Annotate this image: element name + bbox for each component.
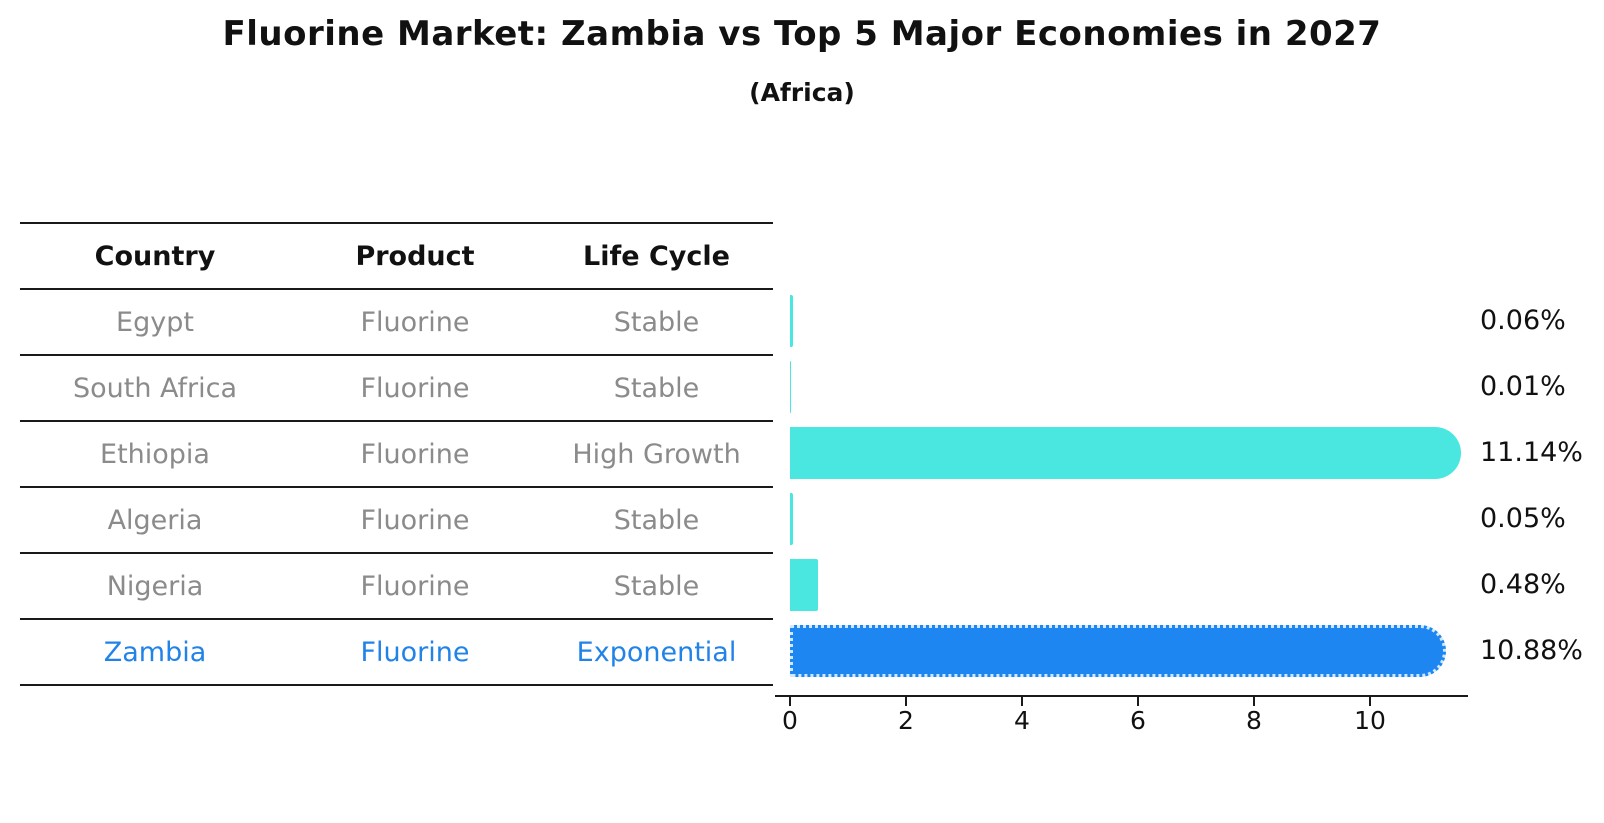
- table-header-product: Product: [355, 240, 475, 272]
- table-row: South Africa Fluorine Stable: [20, 356, 773, 422]
- table-cell-country: Ethiopia: [100, 438, 210, 470]
- bar-value-label: 0.48%: [1480, 569, 1566, 600]
- table-row: Algeria Fluorine Stable: [20, 488, 773, 554]
- bar-south-africa: [790, 361, 791, 413]
- bar-nigeria: [790, 559, 818, 611]
- x-tick-label: 10: [1354, 706, 1386, 735]
- table-cell-product: Fluorine: [360, 438, 470, 470]
- bar-algeria: [790, 493, 793, 545]
- table-cell-product: Fluorine: [360, 636, 470, 668]
- table-cell-product: Fluorine: [360, 504, 470, 536]
- x-axis-line: [775, 695, 1468, 697]
- table-row: Zambia Fluorine Exponential: [20, 620, 773, 686]
- x-tick-mark: [1369, 697, 1371, 706]
- table-header-row: Country Product Life Cycle: [20, 224, 773, 290]
- bar-value-label: 0.06%: [1480, 305, 1566, 336]
- table-cell-life-cycle: High Growth: [572, 438, 741, 470]
- table-cell-country: Zambia: [103, 636, 207, 668]
- table-body: Egypt Fluorine Stable South Africa Fluor…: [20, 290, 773, 686]
- market-table: Country Product Life Cycle Egypt Fluorin…: [20, 222, 773, 686]
- x-tick-mark: [789, 697, 791, 706]
- table-cell-country: Algeria: [107, 504, 203, 536]
- bar-zambia: [790, 625, 1446, 677]
- bar-value-label: 11.14%: [1480, 437, 1583, 468]
- table-header-country: Country: [94, 240, 216, 272]
- x-tick-label: 2: [898, 706, 914, 735]
- bar-ethiopia: [790, 427, 1461, 479]
- chart-subtitle: (Africa): [749, 78, 855, 107]
- bar-value-label: 0.01%: [1480, 371, 1566, 402]
- table-cell-life-cycle: Stable: [613, 570, 700, 602]
- bar-value-label: 0.05%: [1480, 503, 1566, 534]
- x-tick-label: 8: [1246, 706, 1262, 735]
- table-cell-country: Nigeria: [106, 570, 204, 602]
- bar-egypt: [790, 295, 793, 347]
- chart-title: Fluorine Market: Zambia vs Top 5 Major E…: [222, 14, 1382, 54]
- table-cell-life-cycle: Stable: [613, 504, 700, 536]
- x-tick-mark: [905, 697, 907, 706]
- table-row: Egypt Fluorine Stable: [20, 290, 773, 356]
- table-cell-life-cycle: Stable: [613, 306, 700, 338]
- x-tick-mark: [1021, 697, 1023, 706]
- table-cell-product: Fluorine: [360, 306, 470, 338]
- table-cell-life-cycle: Exponential: [576, 636, 737, 668]
- table-cell-country: Egypt: [116, 306, 194, 338]
- table-cell-product: Fluorine: [360, 570, 470, 602]
- x-tick-mark: [1253, 697, 1255, 706]
- x-tick-label: 0: [782, 706, 798, 735]
- table-cell-product: Fluorine: [360, 372, 470, 404]
- x-tick-mark: [1137, 697, 1139, 706]
- table-cell-country: South Africa: [72, 372, 238, 404]
- x-tick-label: 6: [1130, 706, 1146, 735]
- table-row: Ethiopia Fluorine High Growth: [20, 422, 773, 488]
- x-tick-label: 4: [1014, 706, 1030, 735]
- table-header-life-cycle: Life Cycle: [583, 240, 730, 272]
- bar-value-label: 10.88%: [1480, 635, 1583, 666]
- table-row: Nigeria Fluorine Stable: [20, 554, 773, 620]
- table-cell-life-cycle: Stable: [613, 372, 700, 404]
